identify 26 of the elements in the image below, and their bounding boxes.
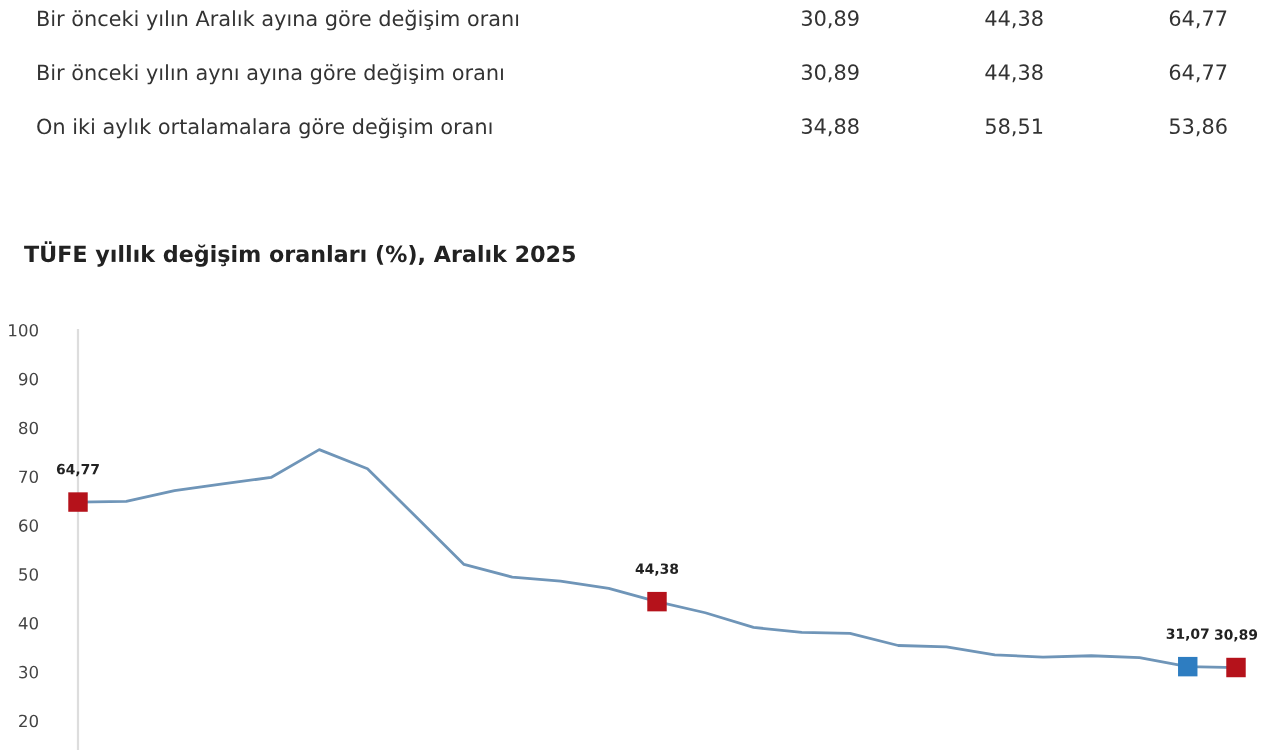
y-tick-label: 20 [19,714,38,728]
text: Bir önceki yılın Aralık ayına göre değişim oranı [38,9,519,31]
text: 34,88 [801,118,859,137]
y-tick-label: 100 [9,323,38,337]
point [68,492,88,512]
y-tick-label: 30 [19,665,38,679]
point [647,591,667,612]
y-tick-label: 60 [19,519,38,532]
y-tick-label: 80 [19,421,38,435]
text: On iki aylık ortalamalara göre değişim oranı [37,117,492,139]
text: 44,38 [985,64,1043,83]
point [1178,656,1198,677]
y-tick-label: 50 [19,568,38,581]
text: 64,77 [1169,64,1227,83]
y-tick-label: 70 [19,470,38,484]
text: 30,89 [801,64,859,83]
y-tick-label: 40 [18,616,38,630]
text: 64,77 [1169,10,1227,29]
text: 53,86 [1169,118,1227,137]
chart-title: TÜFE yıllık değişim oranları (%), Aralık 2025 [24,241,575,267]
point [1226,657,1246,678]
text: Bir önceki yılın aynı ayına göre değişim oranı [38,63,503,85]
y-tick-label: 90 [18,372,38,386]
text: 30,89 [801,10,859,29]
text: 58,51 [985,118,1043,137]
text: 44,38 [985,10,1043,29]
